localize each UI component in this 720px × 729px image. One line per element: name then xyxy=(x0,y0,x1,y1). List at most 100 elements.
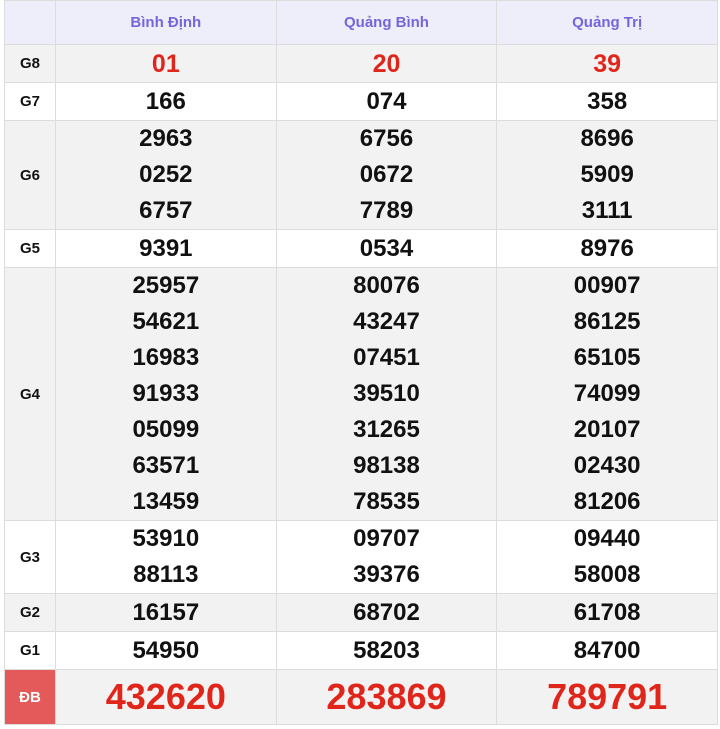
result-cell: 358 xyxy=(496,82,718,121)
result-number: 98138 xyxy=(353,452,420,479)
result-number: 9391 xyxy=(139,234,193,262)
result-cell: 6756 0672 7789 xyxy=(275,120,498,230)
result-number: 02430 xyxy=(573,452,641,479)
result-number: 0534 xyxy=(359,234,414,262)
result-number: 09707 xyxy=(353,525,420,552)
result-number: 91933 xyxy=(132,380,200,407)
result-number: 58008 xyxy=(573,561,641,588)
result-number: 20 xyxy=(372,49,401,78)
result-number: 074 xyxy=(366,87,407,115)
lottery-results-table: Bình Định Quảng Bình Quảng Trị G8 01 20 39 G… xyxy=(4,0,718,725)
prize-row-g5: G5 9391 0534 8976 xyxy=(4,229,718,268)
prize-row-g1: G1 54950 58203 84700 xyxy=(4,631,718,670)
prize-row-g4: G4 25957 54621 16983 91933 05099 63571 13459 800… xyxy=(4,267,718,521)
result-number: 78535 xyxy=(353,488,420,515)
result-number: 20107 xyxy=(573,416,641,443)
prize-label: ĐB xyxy=(4,669,56,725)
province-header: Quảng Trị xyxy=(496,0,718,45)
result-number: 5909 xyxy=(580,161,634,188)
result-number: 2963 xyxy=(139,125,193,152)
result-cell: 58203 xyxy=(275,631,498,670)
prize-label: G8 xyxy=(4,44,56,83)
result-number: 09440 xyxy=(573,525,641,552)
result-cell: 2963 0252 6757 xyxy=(55,120,277,230)
result-cell: 20 xyxy=(275,44,498,83)
result-number: 13459 xyxy=(132,488,200,515)
result-number: 0252 xyxy=(139,161,193,188)
result-number: 166 xyxy=(145,87,186,115)
result-cell: 39 xyxy=(496,44,718,83)
result-number: 63571 xyxy=(132,452,200,479)
result-number: 16157 xyxy=(132,598,200,626)
result-cell: 61708 xyxy=(496,593,718,632)
result-number: 53910 xyxy=(132,525,200,552)
prize-label: G3 xyxy=(4,520,56,594)
result-number: 283869 xyxy=(326,676,447,717)
result-number: 68702 xyxy=(353,598,420,626)
result-number: 3111 xyxy=(581,197,633,224)
result-cell: 80076 43247 07451 39510 31265 98138 78535 xyxy=(275,267,498,521)
result-number: 8696 xyxy=(580,125,634,152)
result-number: 07451 xyxy=(353,344,420,371)
result-number: 8976 xyxy=(580,234,634,262)
prize-row-g3: G3 53910 88113 09707 39376 09440 58008 xyxy=(4,520,718,594)
prize-row-g8: G8 01 20 39 xyxy=(4,44,718,83)
result-number: 0672 xyxy=(359,161,414,188)
result-number: 358 xyxy=(587,87,628,115)
result-cell: 8696 5909 3111 xyxy=(496,120,718,230)
province-header: Bình Định xyxy=(55,0,277,45)
result-cell: 432620 xyxy=(55,669,277,725)
result-number: 432620 xyxy=(105,676,226,717)
prize-row-g2: G2 16157 68702 61708 xyxy=(4,593,718,632)
result-number: 81206 xyxy=(573,488,641,515)
result-cell: 68702 xyxy=(275,593,498,632)
result-cell: 09707 39376 xyxy=(275,520,498,594)
prize-label: G6 xyxy=(4,120,56,230)
header-row: Bình Định Quảng Bình Quảng Trị xyxy=(4,0,718,45)
corner-cell xyxy=(4,0,56,45)
result-cell: 8976 xyxy=(496,229,718,268)
result-number: 01 xyxy=(151,49,180,78)
result-number: 74099 xyxy=(573,380,641,407)
result-number: 6756 xyxy=(359,125,414,152)
prize-label: G2 xyxy=(4,593,56,632)
result-cell: 54950 xyxy=(55,631,277,670)
prize-label: G5 xyxy=(4,229,56,268)
result-number: 61708 xyxy=(573,598,641,626)
result-number: 7789 xyxy=(359,197,414,224)
result-number: 31265 xyxy=(353,416,420,443)
result-cell: 0534 xyxy=(275,229,498,268)
prize-label: G4 xyxy=(4,267,56,521)
prize-row-g7: G7 166 074 358 xyxy=(4,82,718,121)
result-number: 6757 xyxy=(139,197,193,224)
result-cell: 09440 58008 xyxy=(496,520,718,594)
result-cell: 84700 xyxy=(496,631,718,670)
result-number: 54950 xyxy=(132,636,200,664)
result-number: 16983 xyxy=(132,344,200,371)
result-cell: 789791 xyxy=(496,669,718,725)
result-cell: 25957 54621 16983 91933 05099 63571 13459 xyxy=(55,267,277,521)
result-cell: 166 xyxy=(55,82,277,121)
result-number: 25957 xyxy=(132,272,200,299)
result-number: 88113 xyxy=(133,561,199,588)
prize-row-đb: ĐB 432620 283869 789791 xyxy=(4,669,718,725)
result-number: 05099 xyxy=(132,416,200,443)
result-number: 39510 xyxy=(353,380,420,407)
result-number: 789791 xyxy=(547,676,668,717)
result-cell: 9391 xyxy=(55,229,277,268)
result-number: 43247 xyxy=(353,308,420,335)
prize-label: G7 xyxy=(4,82,56,121)
result-number: 65105 xyxy=(573,344,641,371)
prize-label: G1 xyxy=(4,631,56,670)
result-number: 58203 xyxy=(353,636,420,664)
result-cell: 16157 xyxy=(55,593,277,632)
result-cell: 00907 86125 65105 74099 20107 02430 81206 xyxy=(496,267,718,521)
result-number: 39376 xyxy=(353,561,420,588)
result-number: 54621 xyxy=(132,308,200,335)
result-number: 00907 xyxy=(573,272,641,299)
result-cell: 283869 xyxy=(275,669,498,725)
result-number: 80076 xyxy=(353,272,420,299)
result-cell: 01 xyxy=(55,44,277,83)
result-cell: 53910 88113 xyxy=(55,520,277,594)
result-cell: 074 xyxy=(275,82,498,121)
